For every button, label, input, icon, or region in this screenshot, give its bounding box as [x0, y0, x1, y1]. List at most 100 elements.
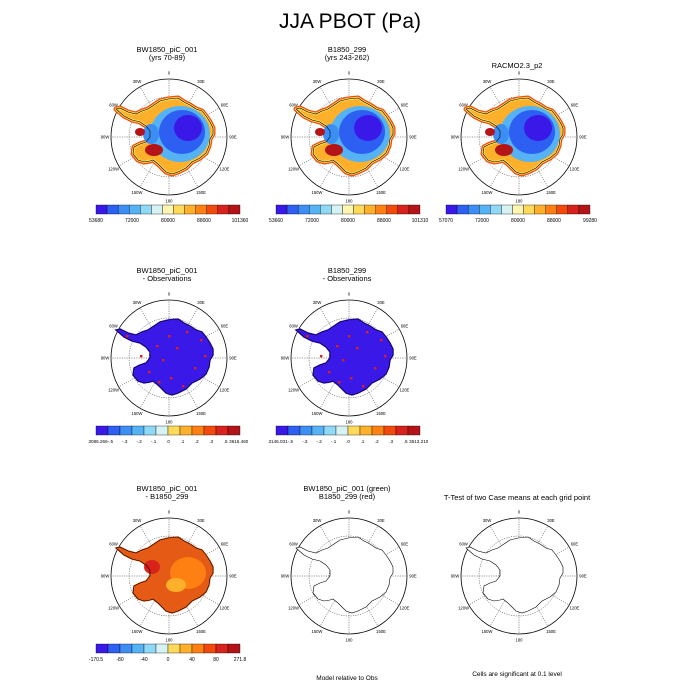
- positive-anomaly-cell: [374, 367, 377, 370]
- polar-map: 0 30E 60E 90E 120E 150E 180 150W 120W 90W 60W 30W: [281, 510, 417, 643]
- colorbar-swatch: [383, 425, 397, 436]
- colorbar-label: 88000: [547, 218, 561, 224]
- longitude-label: 150E: [196, 629, 206, 634]
- coastline: [115, 97, 214, 175]
- colorbar-swatch: [335, 425, 349, 436]
- positive-anomaly-cell: [126, 335, 129, 338]
- colorbar-label: .2: [195, 439, 199, 444]
- colorbar-swatch: [359, 425, 373, 436]
- colorbar-swatch: [227, 425, 241, 436]
- colorbar-swatch: [173, 204, 185, 215]
- positive-anomaly-cell: [320, 355, 323, 358]
- longitude-label: 30W: [133, 518, 142, 523]
- positive-anomaly-cell: [186, 331, 189, 334]
- colorbar-swatch: [119, 643, 133, 654]
- longitude-label: 30W: [313, 300, 322, 305]
- colorbar-swatch: [140, 204, 152, 215]
- colorbar-swatch: [106, 204, 119, 215]
- colorbar-swatch: [275, 425, 289, 436]
- longitude-label: 120W: [288, 388, 299, 393]
- colorbar-label: 72000: [305, 218, 319, 224]
- longitude-label: 0: [348, 292, 351, 297]
- colorbar-swatch: [215, 643, 229, 654]
- colorbar-label: 80000: [511, 218, 525, 224]
- panel-b1850-model: B1850_299 (yrs 243-262) 0 30E 60E 90E 120E 15…: [262, 46, 432, 246]
- panel-title: B1850_299 (yrs 243-262): [262, 46, 432, 62]
- panel-title-line2: B1850_299 (red): [318, 492, 376, 501]
- colorbar-swatch: [523, 204, 535, 215]
- colorbar: 53660 72000 80000 88000 101310: [269, 204, 428, 224]
- coastline: [465, 97, 564, 175]
- colorbar-swatch: [191, 425, 205, 436]
- colorbar-swatch: [347, 425, 361, 436]
- colorbar-swatch: [299, 425, 313, 436]
- panel-title-line2: - B1850_299: [145, 492, 189, 501]
- longitude-label: 150E: [376, 629, 386, 634]
- longitude-label: 0: [168, 71, 171, 76]
- colorbar-label: -.1: [331, 439, 337, 444]
- longitude-label: 120W: [108, 606, 119, 611]
- colorbar-swatch: [342, 204, 354, 215]
- longitude-label: 90E: [229, 135, 237, 140]
- coastline: [295, 97, 394, 175]
- longitude-label: 0: [168, 292, 171, 297]
- longitude-label: 180: [346, 638, 354, 643]
- colorbar-swatch: [203, 425, 217, 436]
- panel-note: Cells are significant at 0.1 level: [472, 671, 562, 678]
- longitude-label: 150W: [482, 190, 493, 195]
- colorbar-swatch: [228, 204, 241, 215]
- coastline: [465, 536, 564, 614]
- colorbar-swatch: [408, 204, 421, 215]
- ronne-ice-shelf: [485, 128, 495, 136]
- coastline: [115, 536, 214, 614]
- colorbar-swatch: [578, 204, 591, 215]
- longitude-label: 60W: [289, 542, 298, 547]
- polar-map: 0 30E 60E 90E 120E 150E 180 150W 120W 90W 60W 30W: [451, 510, 587, 643]
- colorbar-label: -80: [116, 657, 123, 663]
- colorbar-swatch: [167, 643, 181, 654]
- longitude-label: 120E: [400, 388, 410, 393]
- plateau-low-pressure: [174, 115, 202, 141]
- longitude-label: 60E: [571, 103, 579, 108]
- positive-anomaly-cell: [380, 339, 383, 342]
- colorbar-swatch: [151, 204, 163, 215]
- positive-anomaly-cell: [162, 359, 165, 362]
- colorbar-label: 88000: [377, 218, 391, 224]
- colorbar-swatch: [191, 643, 205, 654]
- longitude-label: 120W: [288, 167, 299, 172]
- longitude-label: 90W: [281, 356, 290, 361]
- longitude-label: 150W: [312, 629, 323, 634]
- colorbar-swatch: [107, 425, 121, 436]
- longitude-label: 60E: [221, 542, 229, 547]
- longitude-label: 30E: [547, 79, 555, 84]
- difference-lobe: [166, 578, 186, 592]
- longitude-label: 150E: [546, 629, 556, 634]
- longitude-label: 60W: [109, 103, 118, 108]
- colorbar-swatch: [203, 643, 217, 654]
- ross-ice-shelf: [145, 144, 163, 156]
- colorbar-swatch: [95, 643, 109, 654]
- colorbar: -170.5 -80 -40 0 40 80 271.8: [89, 643, 246, 663]
- colorbar-label: 80: [213, 657, 219, 663]
- longitude-label: 150W: [132, 629, 143, 634]
- colorbar-swatch: [479, 204, 491, 215]
- longitude-label: 150W: [482, 629, 493, 634]
- longitude-label: 30W: [133, 300, 142, 305]
- longitude-label: 30E: [197, 518, 205, 523]
- colorbar-label: 101360: [232, 218, 248, 224]
- longitude-label: 60W: [109, 324, 118, 329]
- longitude-label: 120E: [400, 606, 410, 611]
- colorbar-swatch: [545, 204, 557, 215]
- longitude-label: 0: [518, 71, 521, 76]
- panel-title-line1: BW1850_piC_001: [136, 266, 198, 275]
- colorbar-label: 40: [189, 657, 195, 663]
- colorbar-label: -40: [140, 657, 147, 663]
- colorbar-swatch: [395, 425, 409, 436]
- colorbar-swatch: [512, 204, 524, 215]
- longitude-label: 180: [166, 638, 174, 643]
- panel-title: RACMO2.3_p2: [432, 62, 602, 70]
- panel-racmo-model: RACMO2.3_p2 0 30E 60E 90E 120E 150E 180 150W 120…: [432, 46, 602, 246]
- colorbar-swatch: [407, 425, 421, 436]
- ross-ice-shelf: [325, 144, 343, 156]
- longitude-label: 90W: [281, 574, 290, 579]
